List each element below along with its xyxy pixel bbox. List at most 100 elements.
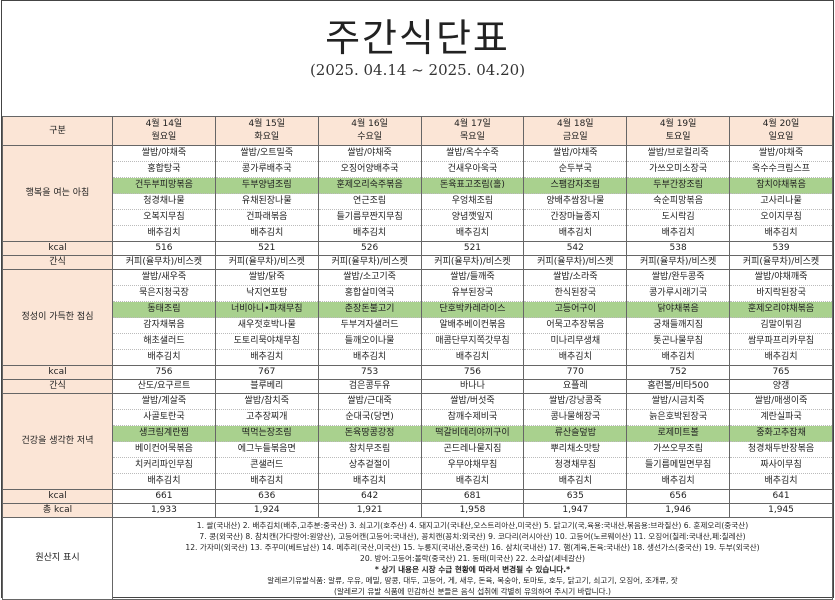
day-weekday: 금요일 xyxy=(562,132,588,142)
dinner-kcal-row: kcal 661 636 642 681 635 656 641 xyxy=(2,489,833,504)
snack-morning-value: 커피(율무차)/비스켓 xyxy=(420,255,525,270)
total-kcal-value: 1,924 xyxy=(214,503,319,518)
menu-item: 에그누들볶음면 xyxy=(216,442,318,458)
breakfast-kcal-value: 526 xyxy=(317,241,422,256)
menu-item: 배추김치 xyxy=(353,228,387,238)
origin-text: 1. 쌀(국내산) 2. 배추김치(배추,고추분:중국산) 3. 쇠고기(호주산… xyxy=(112,517,833,600)
menu-item: 김말이튀김 xyxy=(730,318,832,334)
menu-item: 상추겉절이 xyxy=(319,458,421,474)
snack-morning-value: 커피(율무차)/비스켓 xyxy=(729,255,833,270)
dinner-cell: 쌀밥/참치죽 고추장찌개 떡먹는장조림 에그누들볶음면 콘샐러드 배추김치 xyxy=(214,393,319,490)
menu-item: 배추김치 xyxy=(764,228,798,238)
snack-morning-value: 커피(율무차)/비스켓 xyxy=(626,255,731,270)
header-row: 구분 4월 14일 월요일 4월 15일 화요일 4월 16일 수요일 4월 17일 목요일 4월… xyxy=(2,116,833,146)
menu-item: 배추김치 xyxy=(353,476,387,486)
day-date: 4월 15일 xyxy=(248,119,286,129)
lunch-cell: 쌀밥/소라죽 한식된장국 고등어구이 어묵고추장볶음 미나리무생채 배추김치 xyxy=(523,269,628,366)
menu-item: 쌀밥/새우죽 xyxy=(113,271,215,286)
menu-item: 배추김치 xyxy=(147,352,181,362)
day-date: 4월 20일 xyxy=(762,119,800,129)
total-kcal-value: 1,958 xyxy=(420,503,525,518)
menu-item: 새우젓호박나물 xyxy=(216,318,318,334)
menu-item: 쌀밥/야채죽 xyxy=(113,147,215,162)
menu-item: 로제미트볼 xyxy=(627,426,729,442)
menu-item: 바지락된장국 xyxy=(730,286,832,302)
lunch-kcal-value: 753 xyxy=(317,365,422,380)
day-header: 4월 20일 일요일 xyxy=(729,116,833,146)
breakfast-cell: 쌀밥/오트밀죽 콩가루배추국 두부양념조림 유채된장나물 건파래볶음 배추김치 xyxy=(214,145,319,242)
dinner-cell: 쌀밥/버섯죽 참깨수제비국 떡갈비데리야끼구이 곤드레나물지짐 우무야채무침 배추김치 xyxy=(420,393,525,490)
menu-item: 쌀밥/옥수수죽 xyxy=(422,147,523,162)
breakfast-kcal-value: 538 xyxy=(626,241,731,256)
menu-item: 사골토란국 xyxy=(113,410,215,426)
menu-item: 참깨수제비국 xyxy=(422,410,523,426)
dinner-cell: 쌀밥/강낭콩죽 콩나물해장국 류산슬덮밥 뿌리채소맛탕 청경채무침 배추김치 xyxy=(523,393,628,490)
menu-item: 스팸감자조림 xyxy=(524,178,626,194)
origin-line: 7. 콩(외국산) 8. 참치캔(가다랑어:원양산), 고등어캔(고등어:국내산… xyxy=(199,532,746,541)
menu-item: 유채된장나물 xyxy=(216,194,318,210)
day-header: 4월 16일 수요일 xyxy=(317,116,422,146)
menu-item: 두부간장조림 xyxy=(627,178,729,194)
origin-label: 원산지 표시 xyxy=(2,517,113,600)
allergy-line: (알레르기 유발 식품에 민감하신 분들은 음식 섭취에 각별히 유의하여 주시… xyxy=(334,587,611,596)
menu-item: 배추김치 xyxy=(558,228,592,238)
menu-item: 닭야채볶음 xyxy=(627,302,729,318)
menu-item: 늙은호박된장국 xyxy=(627,410,729,426)
menu-item: 고등어구이 xyxy=(524,302,626,318)
dinner-cell: 쌀밥/매생이죽 계란실파국 중화고추잡채 청경채두반장볶음 짜사이무침 배추김치 xyxy=(729,393,833,490)
day-weekday: 월요일 xyxy=(151,132,177,142)
snack-afternoon-value: 홈런볼/비타500 xyxy=(626,379,731,394)
menu-item: 떡먹는장조림 xyxy=(216,426,318,442)
menu-item: 류산슬덮밥 xyxy=(524,426,626,442)
menu-item: 쌀밥/오트밀죽 xyxy=(216,147,318,162)
menu-item: 배추김치 xyxy=(661,352,695,362)
dinner-kcal-label: kcal xyxy=(2,489,113,504)
day-header: 4월 17일 목요일 xyxy=(420,116,525,146)
menu-item: 알배추베이컨볶음 xyxy=(422,318,523,334)
dinner-cell: 쌀밥/시금치죽 늙은호박된장국 로제미트볼 가쓰오무조림 들기름메밀면무침 배추김치 xyxy=(626,393,731,490)
menu-item: 가쓰오미소장국 xyxy=(627,162,729,178)
lunch-kcal-value: 756 xyxy=(420,365,525,380)
menu-item: 톳곤나물무침 xyxy=(627,334,729,350)
menu-item: 궁채들깨지짐 xyxy=(627,318,729,334)
menu-item: 쌀밥/계살죽 xyxy=(113,395,215,410)
dinner-kcal-value: 661 xyxy=(112,489,216,504)
day-weekday: 화요일 xyxy=(254,132,280,142)
menu-item: 연근조림 xyxy=(319,194,421,210)
menu-item: 홍합탕국 xyxy=(113,162,215,178)
breakfast-cell: 쌀밥/야채죽 홍합탕국 건두부피망볶음 청경채나물 오복지무침 배추김치 xyxy=(112,145,216,242)
menu-item: 훈제오리야채볶음 xyxy=(730,302,832,318)
menu-item: 유부된장국 xyxy=(422,286,523,302)
menu-item: 쌀밥/참치죽 xyxy=(216,395,318,410)
menu-item: 도시락김 xyxy=(627,210,729,226)
lunch-row: 정성이 가득한 점심 쌀밥/새우죽 묵은지청국장 동태조림 감자채볶음 해초샐러드 배추김치… xyxy=(2,269,833,366)
snack-afternoon-value: 요플레 xyxy=(523,379,628,394)
menu-item: 배추김치 xyxy=(558,476,592,486)
menu-item: 쌀밥/소고기죽 xyxy=(319,271,421,286)
menu-item: 묵은지청국장 xyxy=(113,286,215,302)
menu-item: 쌀밥/들깨죽 xyxy=(422,271,523,286)
menu-item: 들기름메밀면무침 xyxy=(627,458,729,474)
dinner-kcal-value: 636 xyxy=(214,489,319,504)
menu-item: 쌀밥/소라죽 xyxy=(524,271,626,286)
lunch-kcal-row: kcal 756 767 753 756 770 752 765 xyxy=(2,365,833,380)
menu-item: 배추김치 xyxy=(455,352,490,362)
menu-item: 감자채볶음 xyxy=(113,318,215,334)
lunch-cell: 쌀밥/완두콩죽 콩가루시래기국 닭야채볶음 궁채들깨지짐 톳곤나물무침 배추김치 xyxy=(626,269,731,366)
menu-item: 너비아니•파채무침 xyxy=(216,302,318,318)
breakfast-cell: 쌀밥/옥수수죽 건새우아욱국 돈육표고조림(홀) 우엉채조림 양념깻잎지 배추김치 xyxy=(420,145,525,242)
menu-item: 건두부피망볶음 xyxy=(113,178,215,194)
menu-item: 건파래볶음 xyxy=(216,210,318,226)
day-header: 4월 19일 토요일 xyxy=(626,116,731,146)
menu-item: 쌀밥/시금치죽 xyxy=(627,395,729,410)
menu-item: 양념깻잎지 xyxy=(422,210,523,226)
dinner-kcal-value: 681 xyxy=(420,489,525,504)
menu-item: 배추김치 xyxy=(147,228,181,238)
snack-afternoon-value: 블루베리 xyxy=(214,379,319,394)
snack-afternoon-value: 바나나 xyxy=(420,379,525,394)
snack-afternoon-value: 양갱 xyxy=(729,379,833,394)
menu-item: 가쓰오무조림 xyxy=(627,442,729,458)
weekly-menu-table: 구분 4월 14일 월요일 4월 15일 화요일 4월 16일 수요일 4월 17일 목요일 4월… xyxy=(2,116,833,600)
menu-item: 도토리묵야채무침 xyxy=(216,334,318,350)
